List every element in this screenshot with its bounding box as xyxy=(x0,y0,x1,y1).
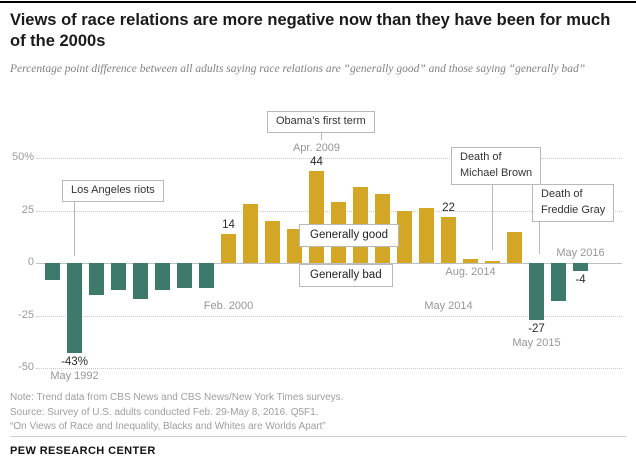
bar-point-17 xyxy=(397,210,412,263)
bar-point-12 xyxy=(287,229,302,263)
date-label-may-1992: May 1992 xyxy=(50,370,99,383)
bar-value-label-apr-2009: 44 xyxy=(310,155,323,168)
bar-apr-2009 xyxy=(309,170,324,263)
date-label-may-2015: May 2015 xyxy=(512,336,561,349)
bar-value-label-may-2014: 22 xyxy=(442,201,455,214)
annotation-text-line: Death of xyxy=(460,151,502,163)
bar-point-24 xyxy=(551,263,566,301)
bar-point-18 xyxy=(419,208,434,263)
bar-point-7 xyxy=(177,263,192,289)
annotation-los-angeles-riots: Los Angeles riots xyxy=(62,180,164,202)
note-line: Note: Trend data from CBS News and CBS N… xyxy=(10,392,344,403)
bar-aug-2014 xyxy=(463,258,478,263)
y-axis-tick-label: -25 xyxy=(18,308,34,321)
y-axis-tick-label: 0 xyxy=(27,256,34,268)
y-axis-tick-label: -50 xyxy=(18,361,34,373)
bar-point-10 xyxy=(243,204,258,263)
legend-generally-good: Generally good xyxy=(299,224,399,247)
source-line: Source: Survey of U.S. adults conducted … xyxy=(10,406,319,418)
date-label-feb-2000: Feb. 2000 xyxy=(203,300,254,312)
y-axis-tick-label: 50% xyxy=(11,151,34,163)
page-title: Views of race relations are more negativ… xyxy=(10,11,611,51)
annotation-obama-first-term: Obama’s first term xyxy=(267,111,375,133)
annotation-obama-connector-line xyxy=(321,132,322,140)
annotation-text-line: Death of xyxy=(541,188,583,200)
bar-point-11 xyxy=(265,221,280,263)
bar-point-21 xyxy=(485,260,500,263)
zero-axis-line xyxy=(36,263,622,264)
gridline xyxy=(36,158,622,159)
date-label-may-2016: May 2016 xyxy=(556,247,605,259)
date-label-may-2014: May 2014 xyxy=(424,300,473,312)
report-title-line: “On Views of Race and Inequality, Blacks… xyxy=(10,421,326,432)
bar-value-label-may-2015: -27 xyxy=(528,322,545,335)
gridline xyxy=(36,315,622,317)
chart-notes: Note: Trend data from CBS News and CBS N… xyxy=(10,391,343,435)
bar-point-22 xyxy=(507,231,522,263)
bar-point-5 xyxy=(133,263,148,299)
bar-may-1992 xyxy=(67,263,82,354)
gridline xyxy=(36,210,622,212)
bar-point-8 xyxy=(199,263,214,289)
bar-value-label-may-1992: -43% xyxy=(61,356,88,369)
bar-may-2016 xyxy=(573,263,588,272)
date-label-aug-2014: Aug. 2014 xyxy=(445,266,496,278)
annotation-michael-brown-connector-line xyxy=(492,184,493,250)
y-axis-tick-label: 25 xyxy=(21,203,34,216)
bar-point-1 xyxy=(45,263,60,280)
annotation-text-line: Michael Brown xyxy=(460,166,533,179)
legend-generally-bad: Generally bad xyxy=(299,264,393,287)
bar-may-2014 xyxy=(441,216,456,263)
annotation-death-of-michael-brown: Death of Michael Brown xyxy=(451,147,542,185)
bar-may-2015 xyxy=(529,263,544,320)
annotation-death-of-freddie-gray: Death of Freddie Gray xyxy=(532,184,615,222)
bar-feb-2000 xyxy=(221,233,236,263)
chart-subtitle: Percentage point difference between all … xyxy=(10,63,586,75)
brand-pew-research-center: PEW RESEARCH CENTER xyxy=(10,445,156,457)
bar-value-label-may-2016: -4 xyxy=(575,274,586,287)
bar-point-6 xyxy=(155,263,170,291)
bar-point-4 xyxy=(111,263,126,291)
top-rule xyxy=(0,1,636,3)
date-label-apr-2009: Apr. 2009 xyxy=(292,141,341,154)
gridline xyxy=(36,368,622,369)
annotation-text-line: Freddie Gray xyxy=(541,203,606,216)
bar-point-3 xyxy=(89,263,104,295)
footer-rule xyxy=(10,436,626,437)
annotation-los-angeles-riots-connector-line xyxy=(74,201,75,256)
bar-value-label-feb-2000: 14 xyxy=(222,218,235,231)
annotation-freddie-gray-connector-line xyxy=(539,221,540,254)
